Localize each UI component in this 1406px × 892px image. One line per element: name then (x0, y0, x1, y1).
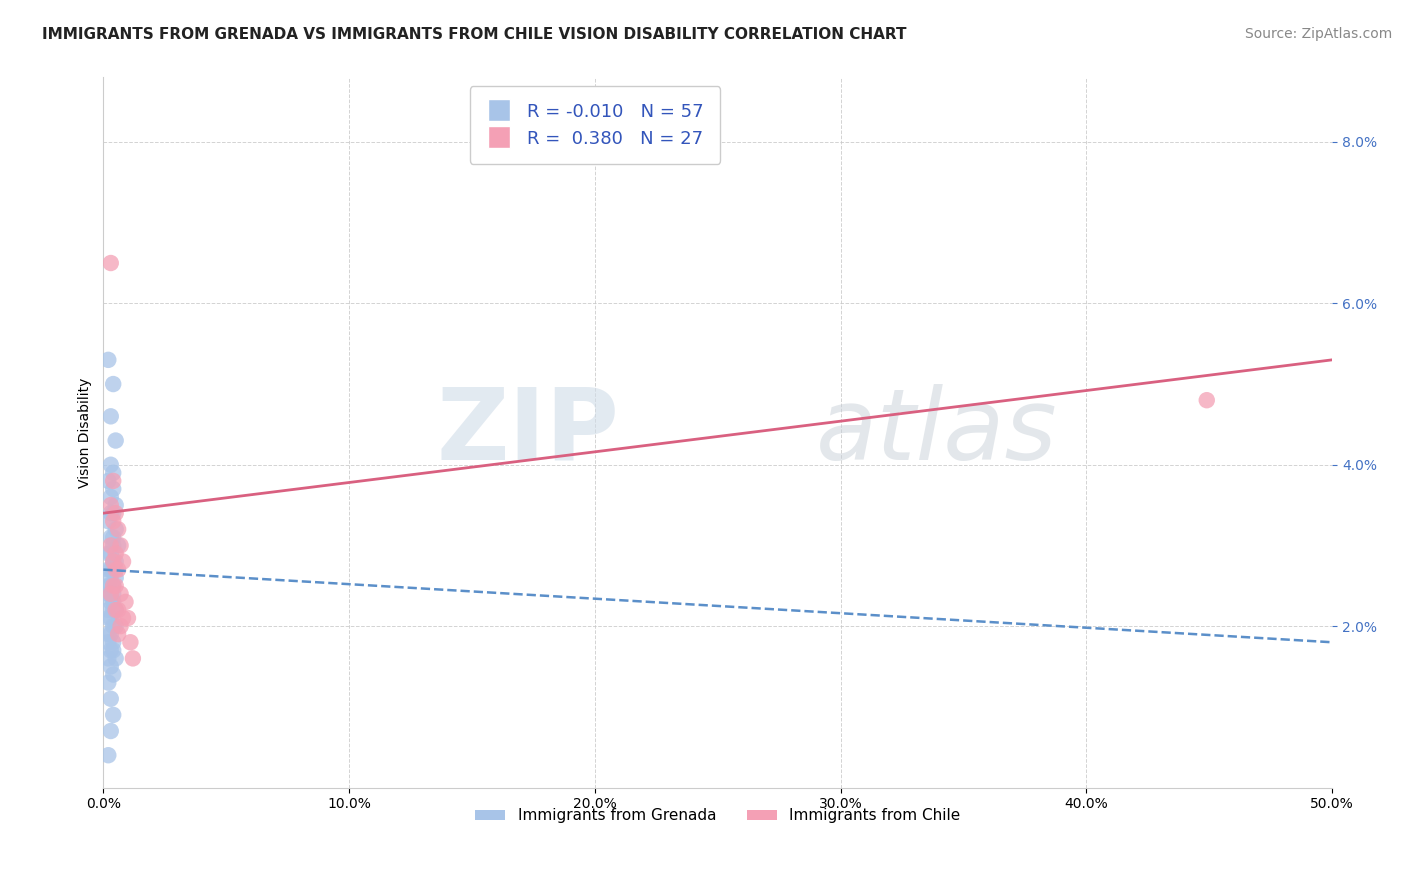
Point (112, 555, 135, 569)
Point (104, 651, 127, 665)
Point (100, 458, 122, 472)
Point (104, 506, 127, 520)
Point (100, 498, 122, 512)
Point (107, 563, 129, 577)
Point (110, 587, 132, 601)
Point (107, 603, 129, 617)
Point (100, 643, 122, 657)
Point (100, 724, 122, 739)
Point (100, 563, 122, 577)
Point (103, 555, 125, 569)
Point (104, 498, 127, 512)
Text: IMMIGRANTS FROM GRENADA VS IMMIGRANTS FROM CHILE VISION DISABILITY CORRELATION C: IMMIGRANTS FROM GRENADA VS IMMIGRANTS FR… (42, 27, 907, 42)
Point (122, 651, 145, 665)
Point (103, 579, 125, 593)
Point (103, 643, 125, 657)
Point (104, 563, 127, 577)
Point (103, 538, 125, 552)
Point (100, 490, 122, 504)
Text: ZIP: ZIP (437, 384, 620, 481)
Text: Source: ZipAtlas.com: Source: ZipAtlas.com (1244, 27, 1392, 41)
Point (100, 691, 122, 706)
Point (112, 611, 135, 625)
Point (97, 352, 120, 367)
Point (100, 627, 122, 641)
Point (100, 256, 122, 270)
Point (103, 595, 125, 609)
Point (104, 603, 127, 617)
Point (104, 522, 127, 536)
Point (103, 587, 125, 601)
Point (97, 474, 120, 488)
Point (110, 538, 132, 552)
Point (97, 547, 120, 561)
Point (107, 538, 129, 552)
Text: atlas: atlas (815, 384, 1057, 481)
Point (103, 603, 125, 617)
Point (100, 595, 122, 609)
Point (100, 409, 122, 424)
Point (103, 474, 125, 488)
Point (104, 619, 127, 633)
Point (117, 611, 139, 625)
Point (103, 482, 125, 496)
Point (104, 547, 127, 561)
Point (103, 635, 125, 649)
Point (103, 707, 125, 722)
Point (103, 579, 125, 593)
Point (100, 611, 122, 625)
Point (103, 619, 125, 633)
Point (103, 667, 125, 681)
Legend: Immigrants from Grenada, Immigrants from Chile: Immigrants from Grenada, Immigrants from… (468, 802, 967, 830)
Point (97, 651, 120, 665)
Point (107, 522, 129, 536)
Point (97, 563, 120, 577)
Point (120, 635, 142, 649)
Point (97, 635, 120, 649)
Point (100, 538, 122, 552)
Point (100, 579, 122, 593)
Point (104, 555, 127, 569)
Point (110, 619, 132, 633)
Point (97, 748, 120, 763)
Point (103, 514, 125, 528)
Point (104, 434, 127, 448)
Y-axis label: Vision Disability: Vision Disability (79, 377, 93, 488)
Point (104, 571, 127, 585)
Point (114, 595, 136, 609)
Point (103, 466, 125, 480)
Point (103, 377, 125, 392)
Point (97, 603, 120, 617)
Point (103, 506, 125, 520)
Point (100, 571, 122, 585)
Point (104, 603, 127, 617)
Point (97, 611, 120, 625)
Point (103, 530, 125, 544)
Point (100, 659, 122, 673)
Point (97, 587, 120, 601)
Point (103, 563, 125, 577)
Point (100, 547, 122, 561)
Point (104, 579, 127, 593)
Point (100, 530, 122, 544)
Point (97, 675, 120, 690)
Point (100, 587, 122, 601)
Point (97, 627, 120, 641)
Point (107, 627, 129, 641)
Point (100, 587, 122, 601)
Point (103, 555, 125, 569)
Point (97, 579, 120, 593)
Point (97, 514, 120, 528)
Point (1195, 393, 1218, 408)
Point (100, 506, 122, 520)
